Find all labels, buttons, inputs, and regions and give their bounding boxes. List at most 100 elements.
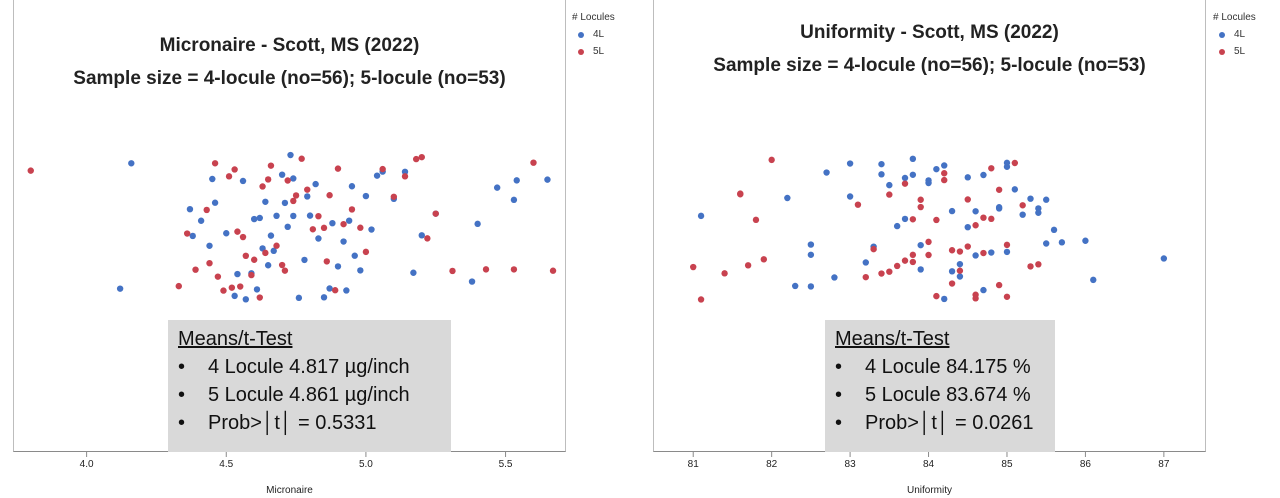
micronaire-stat-prob: Prob>│t│ = 0.5331 bbox=[208, 412, 377, 434]
data-point-5l bbox=[917, 203, 924, 211]
data-point-5l bbox=[362, 248, 370, 256]
data-point-5l bbox=[234, 228, 241, 235]
data-point-5l bbox=[340, 220, 347, 228]
data-point-5l bbox=[870, 245, 877, 253]
data-point-4l bbox=[468, 278, 476, 285]
data-point-4l bbox=[846, 193, 854, 200]
data-point-5l bbox=[995, 186, 1003, 193]
x-tick-label: 87 bbox=[1158, 459, 1170, 470]
data-point-4l bbox=[326, 285, 333, 292]
data-point-4l bbox=[290, 175, 297, 182]
data-point-5l bbox=[203, 206, 210, 214]
data-point-4l bbox=[941, 162, 948, 169]
data-point-4l bbox=[510, 196, 518, 204]
data-point-5l bbox=[348, 206, 356, 213]
data-point-4l bbox=[964, 223, 971, 231]
uniformity-stat-5locule: 5 Locule 83.674 % bbox=[865, 384, 1031, 406]
data-point-5l bbox=[334, 165, 342, 172]
legend-item-5l: 5L bbox=[1213, 46, 1256, 57]
data-point-5l bbox=[432, 210, 439, 217]
data-point-4l bbox=[231, 292, 238, 300]
data-point-4l bbox=[1027, 195, 1034, 202]
data-point-5l bbox=[901, 180, 909, 187]
data-point-5l bbox=[956, 267, 964, 274]
data-point-4l bbox=[186, 205, 194, 213]
data-point-4l bbox=[995, 205, 1003, 212]
legend-item-5l: 5L bbox=[572, 46, 615, 57]
data-point-5l bbox=[278, 261, 286, 269]
data-point-5l bbox=[1003, 293, 1011, 300]
data-point-5l bbox=[690, 263, 697, 271]
data-point-4l bbox=[351, 252, 358, 259]
legend-dot-4l bbox=[578, 31, 584, 38]
data-point-4l bbox=[334, 263, 342, 270]
data-point-4l bbox=[315, 235, 322, 242]
uniformity-plot-area: Uniformity - Scott, MS (2022) Sample siz… bbox=[653, 0, 1206, 470]
data-point-5l bbox=[737, 190, 744, 197]
data-point-5l bbox=[292, 192, 300, 199]
data-point-4l bbox=[223, 230, 230, 237]
x-tick-label: 86 bbox=[1080, 459, 1092, 470]
data-point-4l bbox=[278, 171, 286, 178]
uniformity-x-axis-label: Uniformity bbox=[906, 485, 952, 496]
x-tick-label: 4.0 bbox=[80, 459, 94, 470]
uniformity-stat-prob: Prob>│t│ = 0.0261 bbox=[865, 412, 1034, 434]
data-point-5l bbox=[214, 273, 222, 280]
data-point-5l bbox=[298, 155, 305, 162]
data-point-5l bbox=[309, 226, 317, 233]
data-point-4l bbox=[878, 160, 885, 168]
data-point-5l bbox=[242, 252, 250, 260]
data-point-4l bbox=[493, 184, 501, 191]
data-point-5l bbox=[909, 251, 917, 259]
data-point-5l bbox=[893, 262, 901, 270]
data-point-4l bbox=[197, 217, 205, 224]
data-point-5l bbox=[220, 287, 227, 294]
data-point-5l bbox=[909, 258, 917, 266]
data-point-5l bbox=[267, 162, 275, 169]
data-point-4l bbox=[784, 194, 791, 202]
data-point-5l bbox=[284, 177, 291, 184]
data-point-5l bbox=[357, 224, 364, 231]
data-point-4l bbox=[513, 177, 520, 184]
bullet-icon: • bbox=[835, 384, 843, 406]
data-point-4l bbox=[964, 174, 971, 181]
data-point-5l bbox=[760, 256, 768, 263]
data-point-4l bbox=[886, 181, 893, 189]
data-point-4l bbox=[320, 294, 328, 301]
data-point-4l bbox=[270, 247, 277, 255]
micronaire-legend: # Locules 4L 5L bbox=[572, 12, 615, 57]
data-point-4l bbox=[209, 175, 216, 183]
data-point-5l bbox=[231, 166, 238, 173]
data-point-5l bbox=[175, 282, 182, 290]
data-point-4l bbox=[1011, 186, 1019, 193]
data-point-4l bbox=[1042, 196, 1050, 203]
data-point-5l bbox=[752, 216, 760, 224]
data-point-5l bbox=[290, 197, 297, 205]
bullet-icon: • bbox=[178, 356, 186, 378]
uniformity-stats-box: Means/t-Test • 4 Locule 84.175 % • 5 Locul… bbox=[825, 320, 1055, 452]
data-point-5l bbox=[925, 238, 932, 246]
bullet-icon: • bbox=[835, 356, 843, 378]
data-point-4l bbox=[357, 267, 364, 274]
data-point-4l bbox=[253, 286, 261, 293]
data-point-5l bbox=[401, 173, 409, 180]
data-point-5l bbox=[980, 214, 987, 221]
data-point-5l bbox=[250, 256, 258, 263]
data-point-5l bbox=[315, 212, 322, 220]
legend-dot-4l bbox=[1219, 31, 1225, 38]
data-point-5l bbox=[412, 155, 420, 163]
uniformity-scatter: 81 82 83 84 85 86 87 bbox=[688, 155, 1170, 470]
data-point-5l bbox=[697, 296, 705, 303]
data-point-5l bbox=[192, 266, 199, 273]
data-point-4l bbox=[956, 260, 964, 268]
data-point-4l bbox=[211, 199, 219, 206]
x-tick-label: 85 bbox=[1001, 459, 1013, 470]
data-point-5l bbox=[909, 216, 917, 223]
data-point-4l bbox=[1003, 248, 1011, 256]
data-point-5l bbox=[886, 268, 893, 275]
data-point-4l bbox=[306, 212, 314, 219]
data-point-5l bbox=[530, 159, 537, 166]
data-point-5l bbox=[259, 183, 266, 190]
data-point-4l bbox=[791, 282, 799, 290]
data-point-5l bbox=[1027, 263, 1034, 270]
